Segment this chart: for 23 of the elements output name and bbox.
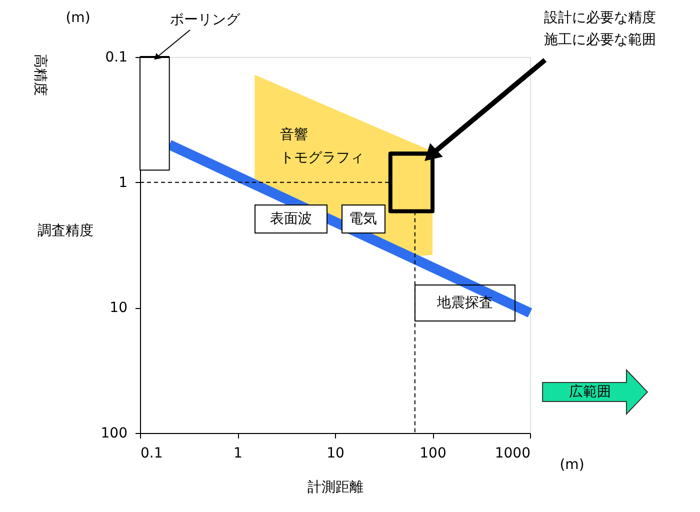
text: (m) (560, 457, 584, 473)
y-tick-label: 10 (110, 300, 128, 316)
x-tick-label: 1000 (494, 446, 530, 462)
annotation: 施工に必要な範囲 (544, 32, 656, 48)
annotation: ボーリング (170, 12, 241, 28)
text: (m) (66, 10, 90, 26)
annotation: 表面波 (270, 211, 312, 227)
y-tick-label: 100 (100, 426, 128, 442)
x-tick-label: 100 (420, 446, 446, 462)
y-tick-label: 1 (118, 174, 128, 191)
x-axis-title: 計測距離 (308, 480, 364, 496)
x-tick-label: 10 (326, 446, 344, 462)
x-tick-label: 1 (234, 446, 242, 462)
text: 高精度 (32, 54, 48, 96)
x-tick-label: 0.1 (140, 446, 163, 462)
text: 広範囲 (569, 384, 611, 400)
y-axis-title: 調査精度 (38, 222, 94, 239)
annotation: トモグラフィ (280, 150, 364, 166)
annotation: 電気 (349, 211, 377, 227)
annotation: 地震探査 (436, 295, 493, 311)
annotation: 音響 (280, 127, 308, 143)
text: 設計に必要な精度 (544, 10, 656, 26)
y-tick-label: 0.1 (105, 50, 128, 66)
